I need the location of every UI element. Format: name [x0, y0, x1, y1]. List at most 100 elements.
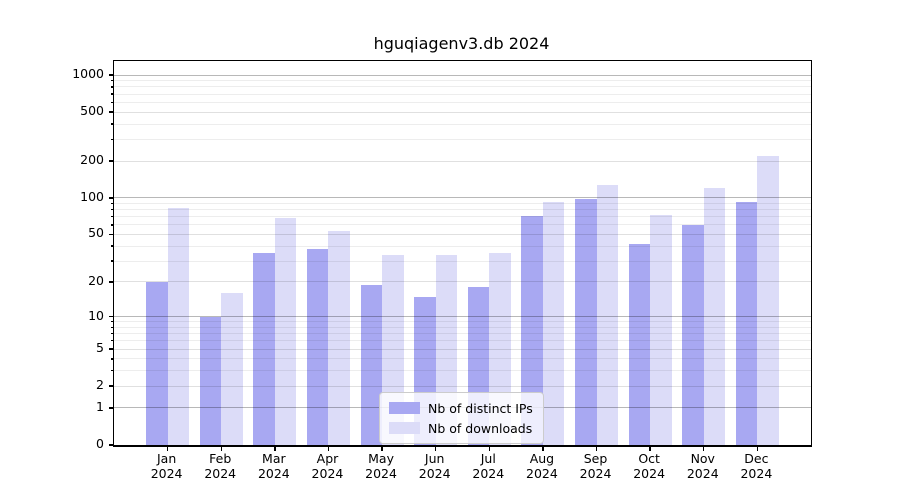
y-tick-mark	[110, 245, 113, 247]
y-tick-label: 1	[96, 398, 104, 414]
y-tick-label: 50	[88, 225, 104, 241]
y-tick-mark	[109, 111, 113, 113]
gridline	[114, 333, 811, 335]
x-tick-mark	[488, 447, 490, 451]
bar-distinct-ips	[360, 284, 383, 445]
plot-area: Nb of distinct IPs Nb of downloads	[109, 60, 812, 451]
x-tick-mark	[327, 447, 330, 451]
gridline	[114, 80, 811, 82]
gridline	[114, 74, 811, 76]
bar-downloads	[167, 208, 190, 445]
y-tick-mark	[110, 216, 113, 218]
y-tick-mark	[110, 326, 113, 329]
y-tick-label: 1000	[72, 66, 104, 82]
x-tick-label: Sep 2024	[579, 451, 612, 481]
legend-item-distinct-ips: Nb of distinct IPs	[389, 398, 533, 418]
y-tick-label: 200	[80, 152, 104, 168]
x-tick-label: Oct 2024	[633, 451, 666, 481]
y-tick-mark	[109, 197, 113, 199]
bar-distinct-ips	[575, 199, 597, 445]
gridline	[114, 202, 811, 204]
gridline	[114, 370, 811, 372]
y-tick-label: 0	[96, 436, 104, 451]
y-tick-label: 100	[80, 188, 104, 204]
x-tick-mark	[166, 447, 169, 451]
gridline	[114, 216, 811, 218]
bar-downloads	[650, 215, 672, 445]
bar-distinct-ips	[306, 248, 329, 445]
y-tick-mark	[109, 281, 113, 283]
y-tick-mark	[110, 93, 113, 95]
y-tick-mark	[110, 340, 113, 342]
y-tick-label: 10	[88, 307, 104, 323]
x-tick-label: Dec 2024	[740, 451, 773, 481]
legend-label-downloads: Nb of downloads	[428, 420, 533, 436]
x-tick-mark	[220, 447, 222, 451]
bar-downloads	[703, 187, 726, 445]
bar-downloads	[542, 201, 565, 445]
gridline	[114, 340, 811, 342]
x-axis: Jan 2024 Feb 2024 Mar 2024 Apr 2024 May 2024 Jun 20…	[113, 451, 810, 485]
bar-distinct-ips	[199, 316, 222, 445]
x-tick-label: Jan 2024	[150, 451, 183, 481]
gridline	[114, 197, 811, 199]
legend: Nb of distinct IPs Nb of downloads	[379, 392, 544, 444]
x-tick-mark	[542, 447, 544, 451]
y-tick-mark	[109, 407, 113, 409]
bar-downloads	[221, 293, 243, 445]
gridline	[114, 209, 811, 211]
bar-distinct-ips	[682, 224, 704, 445]
bar-downloads	[274, 218, 297, 445]
x-tick-label: Aug 2024	[526, 451, 558, 481]
legend-swatch-distinct-ips	[389, 402, 420, 414]
x-tick-label: Apr 2024	[311, 451, 344, 481]
gridline	[114, 358, 811, 360]
y-axis: 1000 500 200 100 50 20 10 5 2 1 0	[0, 60, 104, 451]
gridline	[114, 224, 811, 226]
gridline	[114, 326, 811, 328]
bar-downloads	[596, 184, 619, 445]
legend-swatch-downloads	[389, 422, 420, 434]
x-tick-label: May 2024	[365, 451, 397, 481]
chart-title: hguqiagenv3.db 2024	[373, 34, 550, 53]
gridline	[114, 321, 811, 323]
x-tick-label: Feb 2024	[204, 451, 237, 481]
y-tick-mark	[110, 332, 113, 335]
gridline	[114, 160, 811, 162]
gridline	[114, 281, 811, 283]
bar-downloads	[757, 155, 779, 445]
y-tick-mark	[109, 348, 113, 350]
y-tick-mark	[109, 315, 113, 318]
y-tick-mark	[110, 202, 113, 205]
y-tick-label: 5	[96, 340, 104, 356]
y-tick-mark	[109, 385, 113, 387]
y-tick-mark	[110, 224, 113, 226]
x-tick-label: Jun 2024	[418, 451, 451, 481]
y-tick-label: 2	[96, 377, 104, 393]
y-tick-mark	[110, 321, 113, 323]
gridline	[114, 233, 811, 235]
legend-item-downloads: Nb of downloads	[389, 418, 533, 438]
bar-distinct-ips	[735, 201, 758, 445]
y-tick-mark	[110, 86, 113, 88]
x-tick-label: Jul 2024	[472, 451, 505, 481]
y-tick-mark	[109, 233, 113, 236]
x-tick-mark	[649, 447, 651, 451]
gridline	[114, 123, 811, 125]
x-tick-label: Mar 2024	[257, 451, 290, 481]
gridline	[114, 101, 811, 103]
gridline	[114, 385, 811, 387]
bar-distinct-ips	[146, 281, 168, 445]
gridline	[114, 138, 811, 140]
bar-distinct-ips	[628, 243, 651, 445]
bar-downloads	[328, 231, 350, 445]
y-tick-mark	[110, 208, 113, 211]
y-tick-label: 20	[88, 272, 104, 288]
x-tick-mark	[381, 447, 383, 451]
gridline	[114, 260, 811, 262]
y-tick-mark	[109, 160, 113, 162]
y-tick-mark	[110, 123, 113, 125]
gridline	[114, 316, 811, 318]
x-tick-mark	[274, 447, 276, 451]
